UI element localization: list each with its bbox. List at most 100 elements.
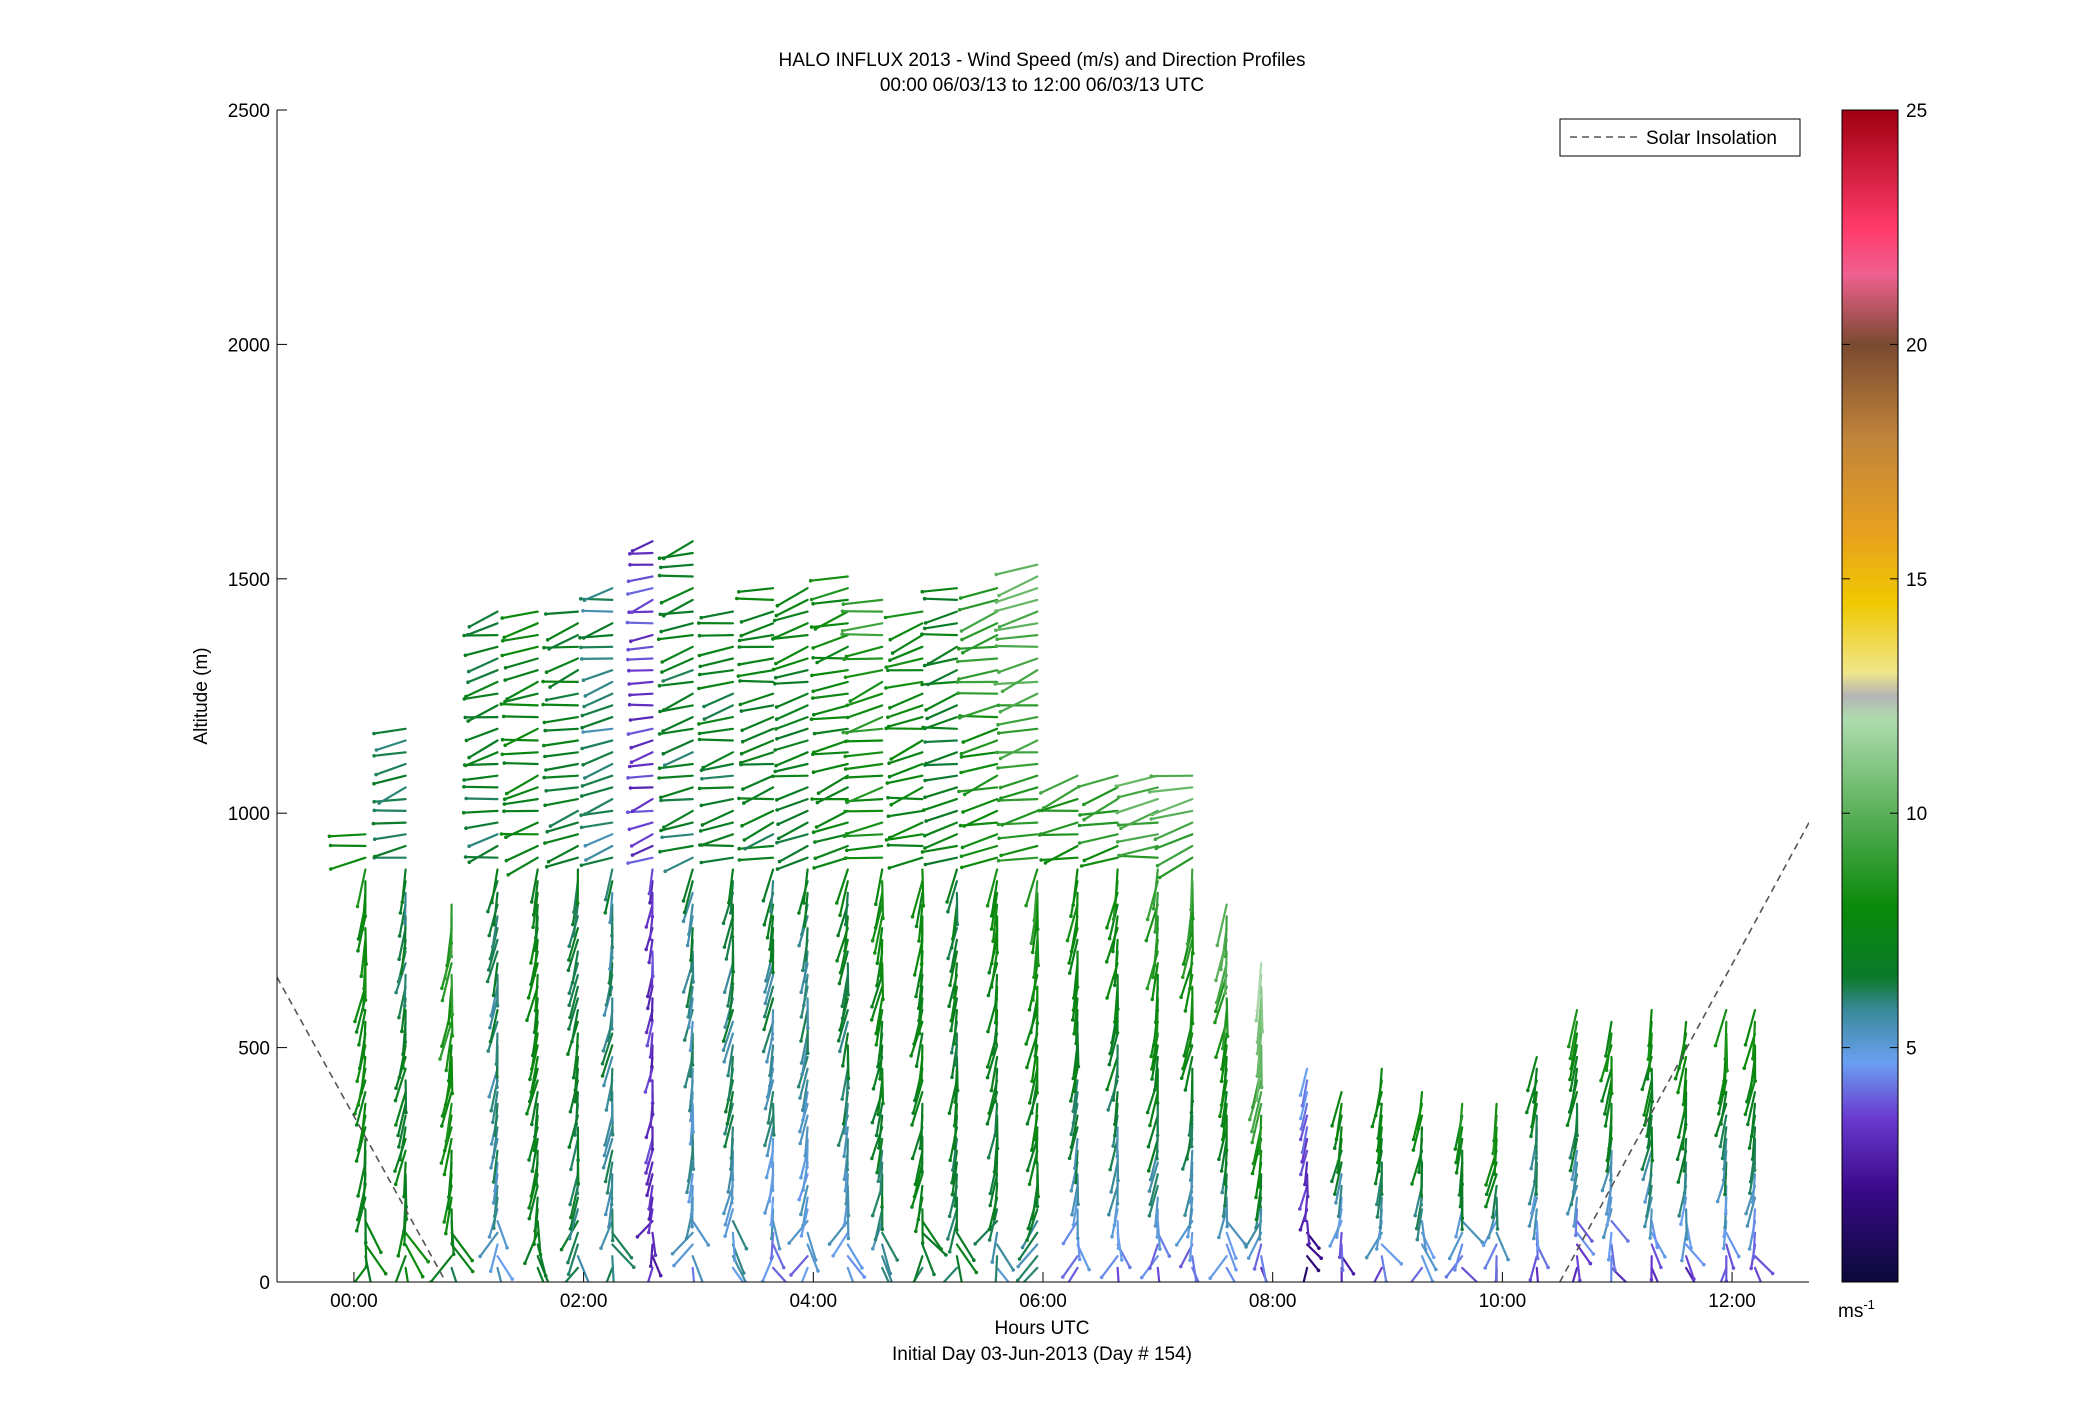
- wind-vector-head: [1105, 1087, 1109, 1092]
- wind-vector-head: [1188, 1178, 1193, 1183]
- wind-vector-head: [932, 1272, 936, 1277]
- wind-vector-head: [959, 629, 964, 633]
- wind-vector-head: [926, 682, 930, 687]
- wind-vector-head: [544, 864, 549, 869]
- wind-vector-head: [788, 1285, 792, 1289]
- wind-vector-head: [502, 761, 507, 765]
- chart-title: HALO INFLUX 2013 - Wind Speed (m/s) and …: [779, 50, 1306, 71]
- wind-vector: [602, 1055, 614, 1087]
- wind-vector-head: [1336, 1159, 1341, 1164]
- wind-vector: [1420, 1161, 1424, 1197]
- wind-vector: [740, 704, 775, 713]
- wind-vector-head: [1150, 812, 1155, 817]
- wind-vector-head: [1399, 1262, 1404, 1266]
- wind-vector-head: [995, 1146, 1000, 1151]
- wind-vector-head: [608, 993, 612, 997]
- wind-vector: [1188, 950, 1194, 990]
- wind-vector-head: [998, 756, 1003, 761]
- wind-vector-head: [1457, 1193, 1462, 1197]
- wind-vector: [394, 1090, 407, 1127]
- wind-vector-head: [464, 796, 469, 801]
- wind-vector: [658, 762, 694, 770]
- wind-vector-head: [450, 1012, 455, 1017]
- wind-vector: [691, 1255, 704, 1282]
- wind-vector: [687, 985, 694, 1019]
- wind-vector: [815, 645, 849, 664]
- wind-vector: [1380, 1243, 1403, 1265]
- wind-vector-head: [916, 1090, 921, 1094]
- wind-vector-head: [987, 1111, 991, 1116]
- wind-vector: [838, 950, 849, 985]
- wind-vector: [1684, 1255, 1696, 1281]
- wind-vector: [842, 598, 884, 606]
- wind-vector-head: [1113, 1122, 1117, 1127]
- wind-vector-head: [1078, 813, 1082, 817]
- wind-vector-head: [602, 1013, 607, 1017]
- wind-vector-head: [1077, 784, 1081, 789]
- wind-vector-head: [1604, 1054, 1608, 1058]
- wind-vector-head: [541, 679, 545, 684]
- wind-vector-head: [647, 891, 652, 896]
- wind-vectors: [327, 540, 1775, 1289]
- wind-vector-head: [951, 1168, 955, 1172]
- wind-vector-head: [1104, 960, 1109, 964]
- wind-vector: [610, 1067, 614, 1101]
- wind-vector: [1650, 1219, 1659, 1249]
- wind-vector-head: [1379, 1192, 1384, 1196]
- wind-vector: [571, 950, 580, 984]
- wind-vector: [1244, 1219, 1263, 1249]
- wind-vector-head: [1529, 1166, 1533, 1171]
- wind-vector-head: [533, 1135, 537, 1139]
- wind-vector-head: [815, 660, 819, 665]
- wind-vector: [686, 973, 694, 1008]
- wind-vector-head: [798, 1129, 802, 1134]
- wind-vector: [812, 762, 849, 774]
- wind-vector-head: [844, 1202, 848, 1206]
- wind-vector-head: [843, 809, 847, 814]
- wind-vector-head: [629, 639, 633, 643]
- wind-vector: [994, 598, 1039, 613]
- wind-vector-head: [1737, 1254, 1741, 1259]
- wind-vector-head: [955, 680, 959, 684]
- wind-vector: [844, 751, 884, 758]
- wind-vector-head: [801, 1118, 805, 1122]
- wind-vector-head: [568, 1202, 572, 1207]
- wind-vector-head: [1191, 951, 1195, 956]
- wind-vector-head: [774, 763, 778, 768]
- wind-vector: [503, 786, 539, 801]
- wind-vector: [648, 868, 654, 895]
- wind-vector-head: [949, 1019, 954, 1023]
- wind-vector: [1529, 1255, 1538, 1282]
- wind-vector-head: [986, 1155, 991, 1160]
- wind-vector-head: [1745, 1224, 1750, 1228]
- wind-vector-head: [1601, 1235, 1606, 1240]
- wind-vector: [1258, 1208, 1263, 1241]
- wind-vector-head: [567, 1003, 571, 1007]
- wind-vector: [479, 1231, 499, 1258]
- wind-vector-head: [1155, 1156, 1159, 1161]
- wind-vector: [958, 598, 999, 611]
- wind-vector-head: [923, 726, 927, 731]
- wind-vector: [1153, 1055, 1159, 1091]
- wind-vector-head: [1183, 1009, 1188, 1013]
- wind-vector: [503, 622, 539, 639]
- wind-vector-head: [1568, 1077, 1572, 1082]
- wind-vector: [504, 821, 539, 839]
- wind-vector-head: [643, 1090, 648, 1094]
- wind-vector-head: [1107, 936, 1112, 941]
- wind-vector: [501, 633, 539, 642]
- wind-vector-head: [489, 1166, 493, 1170]
- wind-vector-head: [996, 766, 1000, 770]
- wind-vector-head: [1680, 1258, 1684, 1263]
- wind-vector: [467, 704, 499, 723]
- wind-vector: [1569, 1055, 1579, 1092]
- wind-vector-head: [1214, 1055, 1218, 1059]
- wind-vector: [996, 715, 1039, 726]
- wind-vector-head: [610, 1238, 615, 1243]
- wind-vector: [1070, 1114, 1079, 1149]
- wind-vector-head: [986, 1029, 990, 1034]
- wind-vector: [843, 809, 884, 813]
- wind-vector-head: [1148, 1177, 1153, 1182]
- wind-vector-head: [1148, 1266, 1152, 1271]
- wind-vector-head: [814, 825, 819, 829]
